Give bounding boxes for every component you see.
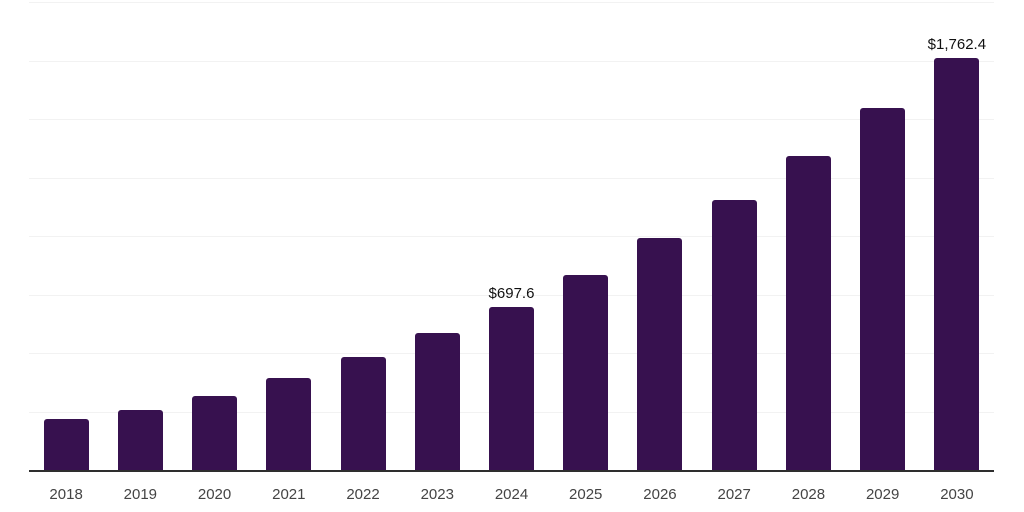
gridline-2000 bbox=[29, 2, 994, 3]
x-tick-label-2022: 2022 bbox=[346, 486, 380, 503]
x-tick-label-2023: 2023 bbox=[420, 486, 454, 503]
bar-2019 bbox=[117, 409, 163, 470]
x-tick-label-2028: 2028 bbox=[791, 486, 826, 503]
bar-2018 bbox=[43, 418, 89, 470]
x-tick-label-2020: 2020 bbox=[197, 486, 232, 503]
value-label-2024: $697.6 bbox=[488, 284, 535, 302]
gridline-1750 bbox=[29, 60, 994, 62]
bar-2028 bbox=[785, 156, 831, 470]
x-tick-label-2021: 2021 bbox=[272, 486, 306, 503]
gridline-1250 bbox=[29, 177, 994, 179]
gridline-1000 bbox=[29, 236, 994, 237]
bar-2030 bbox=[934, 57, 980, 470]
x-tick-label-2025: 2025 bbox=[569, 486, 603, 503]
x-tick-label-2026: 2026 bbox=[643, 486, 677, 503]
bar-2021 bbox=[266, 377, 312, 470]
bar-2022 bbox=[340, 356, 386, 470]
bar-2020 bbox=[192, 395, 238, 470]
bar-2029 bbox=[860, 108, 906, 470]
gridline-750 bbox=[29, 294, 994, 296]
value-label-2030: $1,762.4 bbox=[927, 35, 987, 53]
x-tick-label-2019: 2019 bbox=[123, 486, 158, 503]
gridline-1500 bbox=[29, 119, 994, 120]
x-axis-line bbox=[29, 470, 994, 472]
x-tick-label-2030: 2030 bbox=[940, 486, 974, 503]
x-tick-label-2024: 2024 bbox=[494, 486, 529, 503]
bar-2026 bbox=[637, 238, 683, 470]
bar-2024 bbox=[489, 306, 534, 470]
bar-2025 bbox=[563, 275, 609, 470]
x-tick-label-2027: 2027 bbox=[717, 486, 751, 503]
x-tick-label-2029: 2029 bbox=[865, 486, 900, 503]
x-tick-label-2018: 2018 bbox=[49, 486, 83, 503]
bar-2023 bbox=[414, 333, 460, 470]
bar-2027 bbox=[711, 199, 757, 470]
